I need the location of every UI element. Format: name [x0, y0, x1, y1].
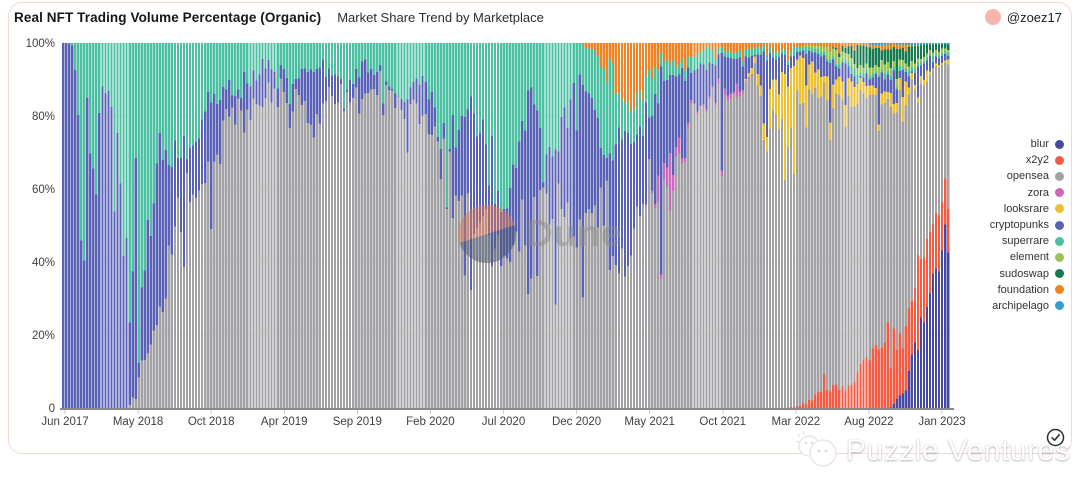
- y-tick-label: 100%: [26, 38, 55, 50]
- x-tick-label: Sep 2019: [333, 416, 382, 428]
- legend-label: superrare: [1001, 235, 1049, 248]
- legend-color-dot: [1055, 155, 1064, 165]
- legend-label: looksrare: [1003, 202, 1049, 215]
- y-tick-label: 60%: [32, 184, 55, 196]
- legend-color-dot: [1055, 139, 1064, 149]
- y-tick-label: 80%: [32, 111, 55, 123]
- x-tick-label: Feb 2020: [406, 416, 455, 428]
- author-handle: @zoez17: [1006, 9, 1062, 25]
- legend-color-dot: [1055, 301, 1064, 311]
- chart-subtitle: Market Share Trend by Marketplace: [337, 10, 544, 25]
- x-tick-label: Dec 2020: [552, 416, 601, 428]
- legend-label: zora: [1027, 186, 1049, 199]
- x-tick-label: Oct 2021: [699, 416, 746, 428]
- legend-item-archipelago[interactable]: archipelago: [990, 298, 1064, 314]
- legend-color-dot: [1055, 171, 1064, 181]
- legend-item-blur[interactable]: blur: [990, 136, 1064, 152]
- author-chip[interactable]: @zoez17: [984, 9, 1062, 25]
- x-tick-label: Mar 2022: [772, 416, 821, 428]
- y-tick-label: 0: [49, 403, 55, 415]
- x-tick-label: Apr 2019: [261, 416, 308, 428]
- legend-color-dot: [1055, 236, 1064, 246]
- legend-item-foundation[interactable]: foundation: [990, 282, 1064, 298]
- x-tick-label: May 2021: [624, 416, 675, 428]
- legend-item-x2y2[interactable]: x2y2: [990, 152, 1064, 168]
- x-tick-label: Oct 2018: [188, 416, 235, 428]
- legend-label: x2y2: [1025, 154, 1049, 167]
- legend-color-dot: [1055, 285, 1064, 295]
- y-tick-label: 20%: [32, 330, 55, 342]
- legend-color-dot: [1055, 188, 1064, 198]
- legend-label: element: [1009, 251, 1049, 264]
- legend-label: cryptopunks: [989, 219, 1049, 232]
- chart-legend: blur x2y2 opensea zora looksrare cryptopunks s…: [990, 136, 1064, 314]
- legend-item-zora[interactable]: zora: [990, 185, 1064, 201]
- legend-label: archipelago: [992, 299, 1049, 312]
- chart-header: Real NFT Trading Volume Percentage (Orga…: [14, 10, 544, 25]
- legend-color-dot: [1055, 269, 1064, 279]
- chart-title: Real NFT Trading Volume Percentage (Orga…: [14, 10, 322, 25]
- legend-item-element[interactable]: element: [990, 249, 1064, 265]
- x-tick-label: Aug 2022: [844, 416, 893, 428]
- legend-color-dot: [1055, 220, 1064, 230]
- x-tick-label: Jul 2020: [482, 416, 525, 428]
- x-tick-label: Jan 2023: [918, 416, 965, 428]
- legend-item-cryptopunks[interactable]: cryptopunks: [990, 217, 1064, 233]
- legend-color-dot: [1055, 252, 1064, 262]
- legend-item-superrare[interactable]: superrare: [990, 233, 1064, 249]
- legend-item-opensea[interactable]: opensea: [990, 168, 1064, 184]
- author-avatar-icon: [984, 9, 1001, 25]
- legend-label: opensea: [1006, 170, 1049, 183]
- legend-item-looksrare[interactable]: looksrare: [990, 201, 1064, 217]
- check-circle-icon: [1046, 428, 1065, 447]
- x-tick-label: May 2018: [113, 416, 164, 428]
- legend-color-dot: [1055, 204, 1064, 214]
- x-tick-label: Jun 2017: [41, 416, 88, 428]
- y-tick-label: 40%: [32, 257, 55, 269]
- legend-label: sudoswap: [999, 267, 1049, 280]
- legend-item-sudoswap[interactable]: sudoswap: [990, 266, 1064, 282]
- legend-label: foundation: [997, 283, 1049, 296]
- legend-label: blur: [1030, 138, 1049, 151]
